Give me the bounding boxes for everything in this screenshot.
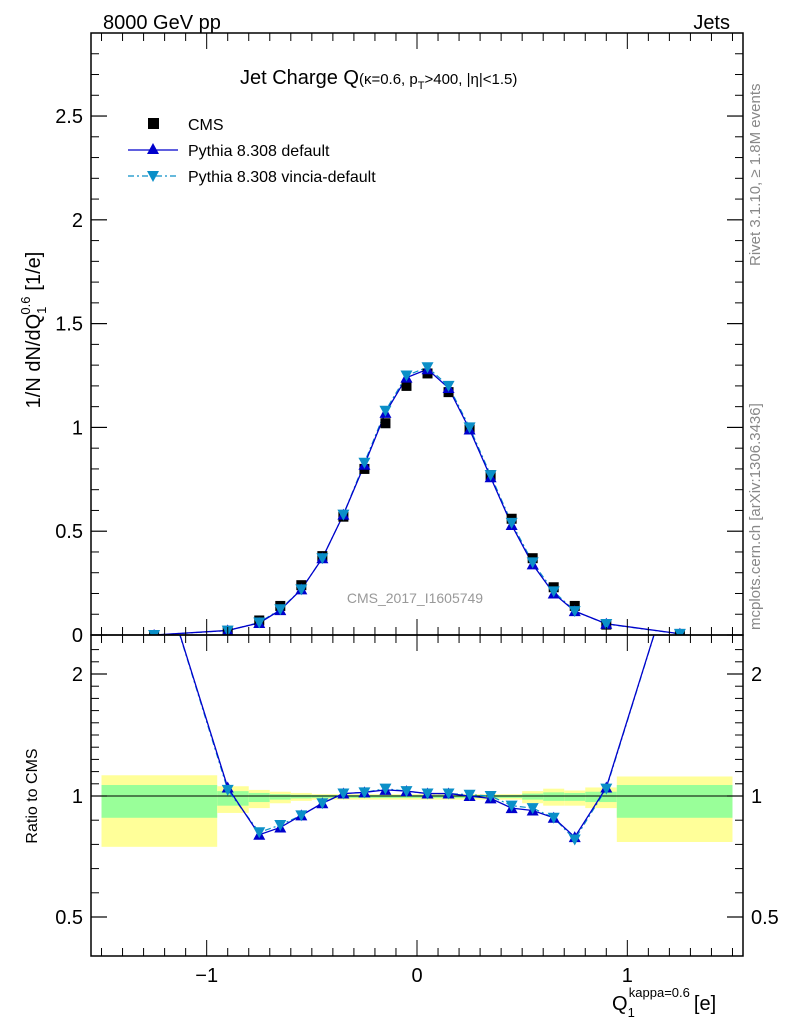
vincia-data-point xyxy=(274,604,287,616)
cms-data-point xyxy=(380,418,391,429)
header-right: Jets xyxy=(693,12,730,34)
vincia-data-point xyxy=(484,470,497,482)
vincia-data-point xyxy=(358,457,371,469)
vincia-data-point xyxy=(505,517,518,529)
ratio-band-inner xyxy=(290,794,312,799)
header-left: 8000 GeV pp xyxy=(103,12,221,34)
ratio-band-inner xyxy=(543,792,565,801)
ratio-band-inner xyxy=(522,793,544,800)
vincia-data-point xyxy=(379,405,392,417)
vincia-data-point xyxy=(526,557,539,569)
x-axis-label-unit: [e] xyxy=(694,993,716,1015)
ratio-vincia-point xyxy=(463,789,476,801)
vincia-data-point xyxy=(600,618,613,630)
ratio-vincia-point xyxy=(505,800,518,812)
vincia-data-point xyxy=(253,617,266,629)
ratio-vincia-point xyxy=(295,810,308,822)
cms-data-point xyxy=(401,380,412,391)
legend-marker-vincia xyxy=(147,171,159,182)
ratio-vincia-point xyxy=(253,827,266,839)
vincia-data-point xyxy=(148,630,161,635)
ratio-vincia-point xyxy=(547,812,560,824)
main-ytick-label: 1 xyxy=(72,417,83,439)
mcplots-label: mcplots.cern.ch [arXiv:1306.3436] xyxy=(747,403,764,630)
rivet-label: Rivet 3.1.10, ≥ 1.8M events xyxy=(747,84,764,267)
ratio-band-inner xyxy=(217,791,249,806)
main-ylabel-text: 1/N dN/dQ xyxy=(23,314,45,408)
x-axis-label-sup: kappa=0.6 xyxy=(629,985,690,1000)
main-ylabel: 1/N dN/dQ10.6 [1/e] xyxy=(18,252,49,409)
chart-title-sub-t: T xyxy=(418,80,425,92)
ratio-vincia-point xyxy=(274,820,287,832)
main-ytick-label: 0 xyxy=(72,625,83,647)
ratio-band-inner xyxy=(564,792,586,801)
ratio-vincia-point xyxy=(358,787,371,799)
ratio-vincia-point xyxy=(600,783,613,795)
chart-title-main: Jet Charge Q xyxy=(240,67,359,89)
ratio-vincia-point xyxy=(316,798,329,810)
vincia-data-point xyxy=(442,380,455,392)
vincia-data-point xyxy=(568,606,581,618)
vincia-data-point xyxy=(295,584,308,596)
vincia-data-point xyxy=(316,553,329,565)
x-axis-label-sub: 1 xyxy=(628,1005,635,1020)
main-ytick-label: 1.5 xyxy=(55,314,83,336)
xtick-label: 0 xyxy=(411,965,422,987)
analysis-watermark: CMS_2017_I1605749 xyxy=(347,590,483,606)
ratio-band-inner xyxy=(616,785,733,818)
vincia-data-point xyxy=(337,509,350,521)
ratio-ytick-label: 1 xyxy=(72,786,83,808)
main-ylabel-sub: 1 xyxy=(34,307,49,314)
vincia-data-point xyxy=(421,362,434,374)
vincia-data-point xyxy=(463,422,476,434)
ratio-band-inner xyxy=(248,792,270,803)
vincia-data-point xyxy=(673,628,686,635)
legend-label-vincia: Pythia 8.308 vincia-default xyxy=(188,169,376,186)
xtick-label: 1 xyxy=(622,965,633,987)
ratio-vincia-point xyxy=(421,788,434,800)
ratio-vincia-point xyxy=(442,788,455,800)
main-ytick-label: 2 xyxy=(72,210,83,232)
ratio-ytick-label-right: 0.5 xyxy=(751,907,779,929)
legend-marker-default xyxy=(147,143,159,154)
legend-label-cms: CMS xyxy=(188,117,224,134)
x-axis-label: Q1 kappa=0.6 [e] xyxy=(612,985,716,1020)
ratio-vincia-point xyxy=(526,803,539,815)
vincia-data-point xyxy=(547,586,560,598)
chart-title: Jet Charge Q(κ=0.6, pT>400, |η|<1.5) xyxy=(240,67,517,92)
chart-title-rest: >400, |η|<1.5) xyxy=(424,71,517,88)
legend-marker-cms xyxy=(148,118,159,129)
ratio-band-inner xyxy=(269,794,291,800)
main-ytick-label: 0.5 xyxy=(55,521,83,543)
ratio-ytick-label-right: 2 xyxy=(751,664,762,686)
main-ylabel-sup: 0.6 xyxy=(18,297,33,315)
ratio-vincia-point xyxy=(484,791,497,802)
legend: CMS Pythia 8.308 default Pythia 8.308 vi… xyxy=(128,117,376,186)
ratio-vincia-point xyxy=(400,786,413,798)
ratio-ytick-label: 0.5 xyxy=(55,907,83,929)
ratio-ytick-label: 2 xyxy=(72,664,83,686)
vincia-data-point xyxy=(400,370,413,382)
ratio-ylabel: Ratio to CMS xyxy=(24,748,41,843)
ratio-vincia-point xyxy=(379,783,392,795)
main-ytick-label: 2.5 xyxy=(55,106,83,128)
legend-label-default: Pythia 8.308 default xyxy=(188,143,330,160)
xtick-label: −1 xyxy=(195,965,218,987)
chart-title-sub: (κ=0.6, p xyxy=(359,71,418,88)
ratio-vincia-point xyxy=(568,834,581,846)
ratio-vincia-point xyxy=(337,788,350,800)
ratio-band-inner xyxy=(101,785,218,818)
x-axis-label-main: Q xyxy=(612,993,628,1015)
main-ylabel-unit: [1/e] xyxy=(23,252,45,291)
ratio-ytick-label-right: 1 xyxy=(751,786,762,808)
ratio-vincia-point xyxy=(221,784,234,796)
